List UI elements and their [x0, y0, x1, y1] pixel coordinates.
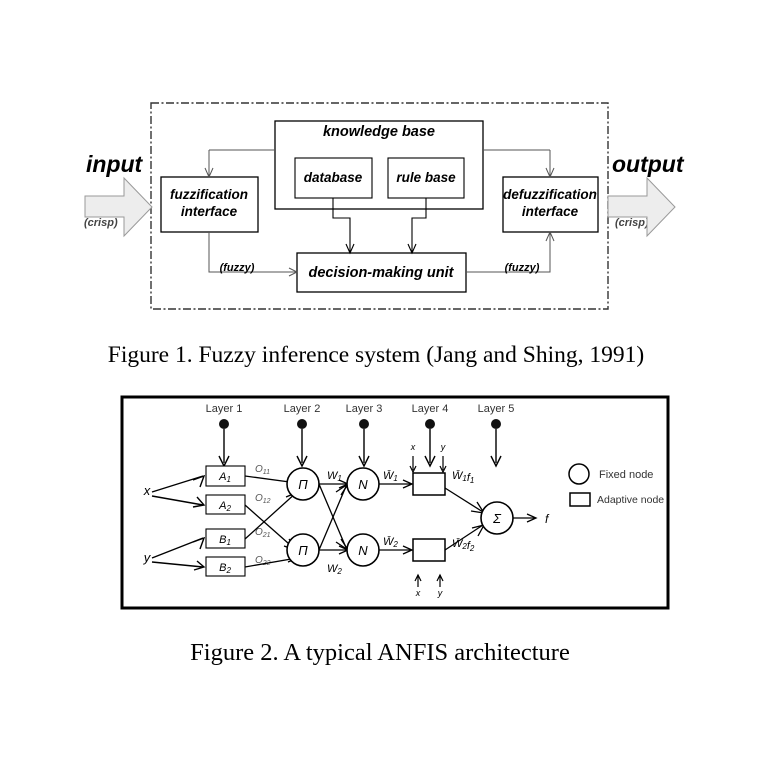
svg-text:x: x: [410, 442, 416, 452]
svg-text:Π: Π: [298, 543, 308, 558]
svg-text:fuzzification: fuzzification: [170, 187, 248, 202]
svg-text:output: output: [612, 151, 685, 177]
svg-text:y: y: [437, 588, 443, 598]
svg-text:Layer 2: Layer 2: [284, 403, 321, 415]
svg-text:Figure 2. A typical ANFIS arch: Figure 2. A typical ANFIS architecture: [190, 639, 570, 666]
svg-text:defuzzification: defuzzification: [503, 187, 597, 202]
svg-text:rule base: rule base: [396, 170, 456, 185]
svg-text:(crisp): (crisp): [615, 217, 649, 229]
svg-text:Π: Π: [298, 477, 308, 492]
svg-text:x: x: [143, 483, 151, 498]
svg-text:Layer 3: Layer 3: [346, 403, 383, 415]
svg-text:database: database: [304, 170, 363, 185]
svg-text:(fuzzy): (fuzzy): [505, 262, 540, 274]
svg-text:Layer 4: Layer 4: [412, 403, 449, 415]
svg-text:interface: interface: [181, 204, 238, 219]
svg-text:(crisp): (crisp): [84, 217, 118, 229]
svg-text:knowledge base: knowledge base: [323, 124, 435, 140]
svg-text:(fuzzy): (fuzzy): [220, 262, 255, 274]
svg-text:Fixed node: Fixed node: [599, 469, 653, 481]
svg-text:input: input: [86, 151, 144, 177]
svg-text:Layer 1: Layer 1: [206, 403, 243, 415]
svg-text:Layer 5: Layer 5: [478, 403, 515, 415]
svg-text:decision-making unit: decision-making unit: [308, 265, 454, 281]
svg-text:y: y: [440, 442, 446, 452]
svg-text:interface: interface: [522, 204, 579, 219]
svg-text:N: N: [358, 543, 368, 558]
svg-text:Adaptive node: Adaptive node: [597, 494, 664, 506]
svg-text:Σ: Σ: [492, 511, 502, 526]
svg-text:x: x: [415, 588, 421, 598]
svg-text:N: N: [358, 477, 368, 492]
svg-text:Figure 1. Fuzzy inference syst: Figure 1. Fuzzy inference system (Jang a…: [108, 342, 644, 368]
